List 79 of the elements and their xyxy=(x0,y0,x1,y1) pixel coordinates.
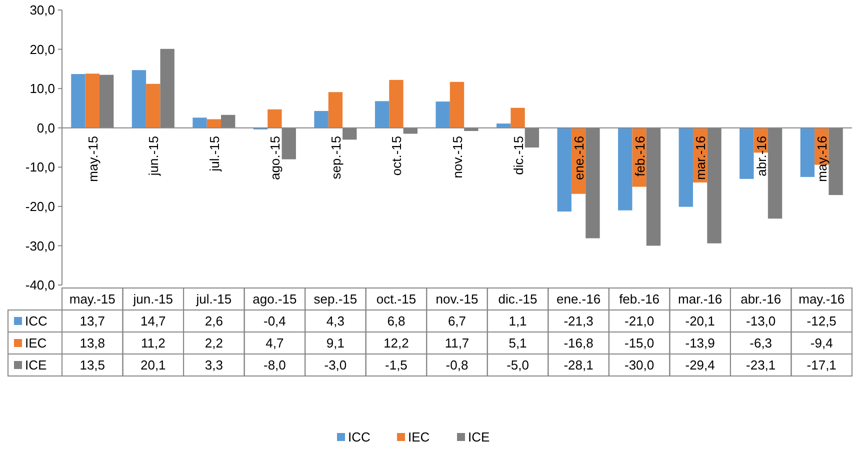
text: ICC xyxy=(348,430,370,445)
category-label: mar.-16 xyxy=(678,292,722,307)
data-label: -16,8 xyxy=(564,336,594,351)
data-label: 13,5 xyxy=(80,358,106,373)
data-label: -5,0 xyxy=(506,358,529,373)
category-label: ene.-16 xyxy=(556,292,601,307)
x-tick-label: jul.-15 xyxy=(206,136,222,172)
text: ICE xyxy=(468,430,490,445)
data-label: 3,3 xyxy=(204,358,223,373)
data-label: -0,4 xyxy=(263,314,286,329)
data-label: 5,1 xyxy=(508,336,527,351)
data-label: 9,1 xyxy=(326,336,344,351)
category-label: feb.-16 xyxy=(619,292,660,307)
data-label: -12,5 xyxy=(806,314,836,329)
category-label: dic.-15 xyxy=(498,292,538,307)
data-label: -30,0 xyxy=(624,358,654,373)
category-label: sep.-15 xyxy=(314,292,358,307)
x-tick-label: may.-15 xyxy=(85,136,100,182)
data-label: 2,6 xyxy=(204,314,223,329)
data-label: 1,1 xyxy=(508,314,527,329)
category-label: jun.-15 xyxy=(133,292,174,307)
x-tick-label: abr.-16 xyxy=(754,136,769,176)
data-label: -15,0 xyxy=(624,336,654,351)
y-tick-label: 10,0 xyxy=(30,81,55,96)
x-tick-label: oct.-15 xyxy=(389,136,404,176)
data-label: 13,8 xyxy=(80,336,106,351)
data-label: 6,7 xyxy=(448,314,466,329)
data-label: 6,8 xyxy=(387,314,406,329)
data-label: 4,3 xyxy=(326,314,344,329)
x-tick-label: dic.-15 xyxy=(510,136,526,175)
x-tick-label: mar.-16 xyxy=(693,136,708,180)
y-tick-label: -30,0 xyxy=(25,238,55,254)
category-label: jul.-15 xyxy=(196,292,232,307)
y-tick-label: 0,0 xyxy=(36,120,55,136)
data-label: -9,4 xyxy=(810,336,833,351)
data-label: -3,0 xyxy=(324,358,347,373)
x-tick-label: may.-16 xyxy=(814,136,830,182)
data-label: -28,1 xyxy=(564,358,594,373)
data-label: 12,2 xyxy=(384,336,409,351)
data-label: -29,4 xyxy=(685,358,715,373)
text: IEC xyxy=(408,430,430,445)
data-label: 20,1 xyxy=(140,358,166,373)
data-label: -8,0 xyxy=(263,358,286,373)
x-tick-label: ago.-15 xyxy=(268,136,283,180)
data-label: -0,8 xyxy=(446,358,468,373)
data-label: 4,7 xyxy=(266,336,284,351)
data-label: -21,0 xyxy=(624,314,654,329)
x-tick-label: nov.-15 xyxy=(450,136,465,178)
data-label: 14,7 xyxy=(140,314,166,329)
data-label: 13,7 xyxy=(80,314,106,329)
data-label: -21,3 xyxy=(564,314,594,329)
data-label: -1,5 xyxy=(385,358,408,373)
legend-label: IEC xyxy=(25,336,47,351)
data-label: 11,7 xyxy=(444,336,470,351)
data-label: -13,0 xyxy=(746,314,776,329)
data-label: -23,1 xyxy=(746,358,776,373)
data-label: 11,2 xyxy=(140,336,166,351)
data-label: 2,2 xyxy=(204,336,223,351)
category-label: may.-16 xyxy=(798,292,845,307)
legend-label: ICE xyxy=(25,358,47,373)
x-tick-label: sep.-15 xyxy=(328,136,344,180)
y-tick-label: 20,0 xyxy=(30,42,55,57)
x-tick-label: ene.-16 xyxy=(572,136,587,180)
data-label: -6,3 xyxy=(750,336,772,351)
data-label: -17,1 xyxy=(806,358,836,373)
category-label: nov.-15 xyxy=(436,292,478,307)
category-label: oct.-15 xyxy=(376,292,416,307)
legend-label: ICC xyxy=(25,314,48,329)
data-label: -13,9 xyxy=(685,336,715,351)
x-tick-label: jun.-15 xyxy=(146,136,162,177)
x-tick-label: feb.-16 xyxy=(632,136,648,176)
y-tick-label: -10,0 xyxy=(25,160,55,175)
category-label: may.-15 xyxy=(69,292,116,307)
data-label: -20,1 xyxy=(685,314,715,329)
y-tick-label: 30,0 xyxy=(30,2,55,18)
y-tick-label: -20,0 xyxy=(25,198,55,214)
category-label: abr.-16 xyxy=(740,292,782,307)
y-tick-label: -40,0 xyxy=(25,278,55,293)
category-label: ago.-15 xyxy=(252,292,297,307)
